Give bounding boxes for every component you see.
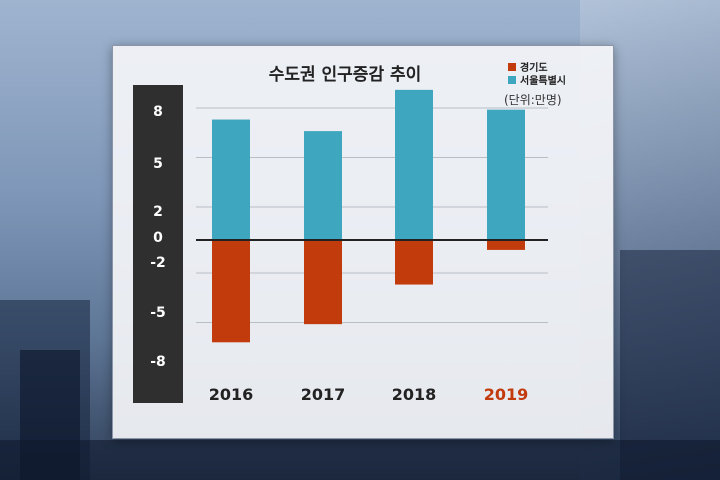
- y-tick-label: 8: [153, 104, 163, 120]
- y-tick-label: 2: [153, 204, 163, 220]
- y-tick-label: -5: [150, 305, 166, 321]
- legend-swatch-gyeonggi: [508, 62, 516, 71]
- x-tick-label-2018: 2018: [391, 385, 437, 404]
- legend-label-seoul: 서울특별시: [520, 76, 566, 87]
- bar-gyeonggi-2016: [212, 240, 250, 343]
- legend-item-gyeonggi: 경기도: [508, 60, 566, 74]
- bar-seoul-2016: [212, 119, 250, 240]
- legend-label-gyeonggi: 경기도: [520, 63, 548, 74]
- y-tick-label: 0: [153, 230, 163, 246]
- background-ground: [0, 440, 720, 480]
- y-tick-label: 5: [153, 156, 163, 172]
- chart-panel: [112, 45, 614, 439]
- x-tick-label-2019: 2019: [483, 385, 529, 404]
- bar-gyeonggi-2019: [487, 240, 525, 250]
- bar-gyeonggi-2018: [395, 240, 433, 285]
- y-axis-bar: [133, 85, 183, 403]
- bar-seoul-2017: [304, 131, 342, 240]
- bar-gyeonggi-2017: [304, 240, 342, 325]
- y-tick-label: -8: [150, 354, 166, 370]
- x-tick-label-2017: 2017: [300, 385, 346, 404]
- legend-item-seoul: 서울특별시: [508, 73, 566, 87]
- x-tick-label-2016: 2016: [208, 385, 254, 404]
- chart-title: 수도권 인구증감 추이: [268, 65, 422, 85]
- y-tick-label: -2: [150, 255, 166, 271]
- bar-seoul-2019: [487, 109, 525, 241]
- unit-label: (단위:만명): [504, 93, 562, 107]
- legend-swatch-seoul: [508, 75, 516, 84]
- bar-seoul-2018: [395, 89, 433, 240]
- legend: 경기도 서울특별시: [508, 60, 566, 87]
